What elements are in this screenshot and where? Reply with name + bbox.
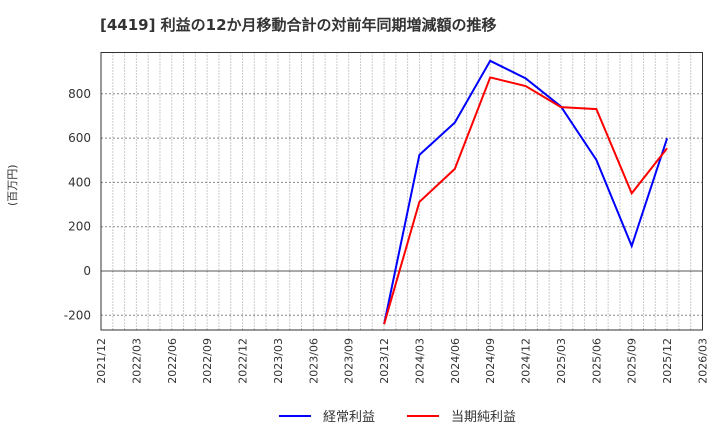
x-tick-label: 2025/03 [555,338,568,384]
chart-title: [4419] 利益の12か月移動合計の対前年同期増減額の推移 [100,16,497,34]
series-line [383,59,669,325]
x-tick-label: 2023/03 [272,338,285,384]
x-tick-label: 2023/12 [378,338,391,384]
y-axis-ticks: -200 0 200 400 600 800 [64,87,91,322]
y-tick-label: 600 [68,131,91,145]
legend-item-ordinary-profit: 経常利益 [279,406,375,425]
x-tick-label: 2023/06 [307,338,320,384]
x-tick-label: 2022/06 [166,338,179,384]
plot-frame [100,52,703,331]
legend-label: 当期純利益 [451,410,517,425]
legend-swatch-red [407,414,439,417]
y-tick-label: 400 [68,175,91,189]
x-tick-label: 2024/03 [413,338,426,384]
x-tick-label: 2022/09 [201,338,214,384]
series-lines [383,59,669,325]
x-tick-label: 2021/12 [95,338,108,384]
x-axis-ticks: 2021/12 2022/03 2022/06 2022/09 2022/12 2023/… [95,338,710,384]
x-tick-label: 2025/12 [661,338,674,384]
legend: 経常利益 当期純利益 [0,406,720,426]
x-tick-label: 2024/09 [484,338,497,384]
legend-item-net-profit: 当期純利益 [407,406,516,425]
x-tick-label: 2022/03 [130,338,143,384]
x-tick-label: 2025/09 [626,338,639,384]
y-tick-label: -200 [64,308,91,322]
legend-label: 経常利益 [323,410,376,425]
y-tick-label: 200 [68,220,91,234]
series-line [383,76,668,325]
y-tick-label: 0 [83,264,91,278]
x-tick-label: 2022/12 [237,338,250,384]
x-tick-label: 2026/03 [697,338,710,384]
x-tick-label: 2025/06 [590,338,603,384]
legend-swatch-blue [279,414,311,417]
y-tick-label: 800 [68,87,91,101]
x-tick-label: 2024/12 [520,338,533,384]
x-tick-label: 2024/06 [449,338,462,384]
grid-lines [101,52,703,330]
x-tick-label: 2023/09 [343,338,356,384]
